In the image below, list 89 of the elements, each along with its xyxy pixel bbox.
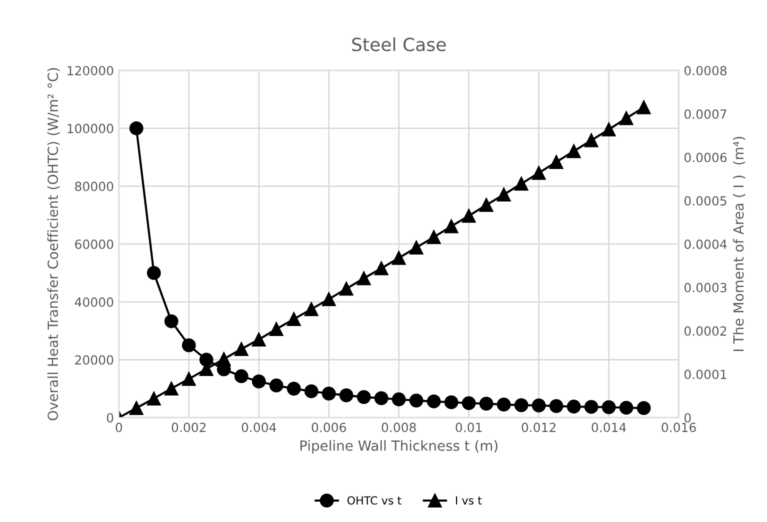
y-tick-label: 60000 [75,240,114,249]
point [129,121,144,136]
point [339,282,354,296]
point [584,400,598,414]
point [444,219,458,234]
point [269,322,284,336]
point [462,208,476,223]
point [146,392,161,406]
y2-tick-label: 0.0007 [684,109,726,119]
x-tick-label: 0.012 [522,422,556,432]
point [479,198,494,212]
y-axis-title: Overall Heat Transfer Coefficient (OHTC) (W/m² °C) [47,68,60,420]
x-tick-label: 0.006 [312,422,346,432]
point [514,176,528,191]
y-tick-label: 120000 [68,66,114,76]
point [409,394,424,408]
point [216,352,231,366]
point [234,369,248,384]
point [164,382,178,396]
point [234,342,248,356]
point [356,271,371,286]
point [566,144,581,158]
point [129,401,144,415]
point [252,374,266,388]
point [356,390,371,404]
legend-label: OHTC vs t [347,496,402,505]
point [374,391,388,406]
point [549,399,564,413]
point [199,352,214,367]
chart-title: Steel Case [352,37,446,52]
y2-tick-label: 0.0002 [684,326,726,336]
point [252,332,266,346]
point [602,122,616,136]
x-tick-label: 0 [116,422,122,432]
point [392,250,406,265]
point [532,398,546,412]
point [636,401,651,415]
point [269,378,284,392]
x-tick-label: 0.01 [456,422,482,432]
y2-tick-label: 0.0006 [684,152,727,162]
point [146,266,161,280]
y2-tick-label: 0.0001 [684,370,726,380]
point [566,400,581,414]
y2-tick-label: 0.0005 [684,196,726,206]
point [496,188,511,202]
point [374,261,388,276]
y2-axis-title: I The Moment of Area ( I ) (m⁴) [732,136,746,352]
point [182,372,196,386]
point [532,166,546,180]
y-tick-label: 0 [106,413,114,423]
y-tick-label: 40000 [74,297,114,307]
y2-tick-label: 0.0008 [684,66,727,76]
y2-tick-label: 0.0004 [684,240,727,249]
y2-tick-label: 0.0003 [684,282,726,292]
point [426,394,441,408]
x-tick-label: 0.004 [242,422,276,432]
point [602,400,616,414]
point [322,292,336,306]
point [409,240,424,254]
legend-label: I vs t [456,496,482,505]
point [549,155,564,169]
y-tick-label: 20000 [75,355,114,365]
x-tick-label: 0.002 [172,422,206,432]
point [636,100,651,114]
point [304,302,318,316]
point [392,392,406,406]
x-tick-label: 0.016 [662,422,696,432]
point [339,388,354,402]
point [164,314,178,328]
y-tick-label: 100000 [68,124,114,134]
point [444,395,458,410]
x-tick-label: 0.008 [382,422,416,432]
point [286,312,301,326]
point [286,382,301,396]
point [619,111,634,126]
x-tick-label: 0.014 [592,422,626,432]
y2-tick-label: 0 [684,413,691,423]
point [619,400,634,415]
point [426,230,441,244]
y-tick-label: 80000 [75,182,114,192]
x-axis-title: Pipeline Wall Thickness t (m) [300,440,498,454]
point [479,396,494,411]
point [496,398,511,412]
point [514,398,528,412]
point [182,338,196,352]
point [462,396,476,410]
point [304,384,318,398]
point [584,133,598,148]
point [322,386,336,401]
